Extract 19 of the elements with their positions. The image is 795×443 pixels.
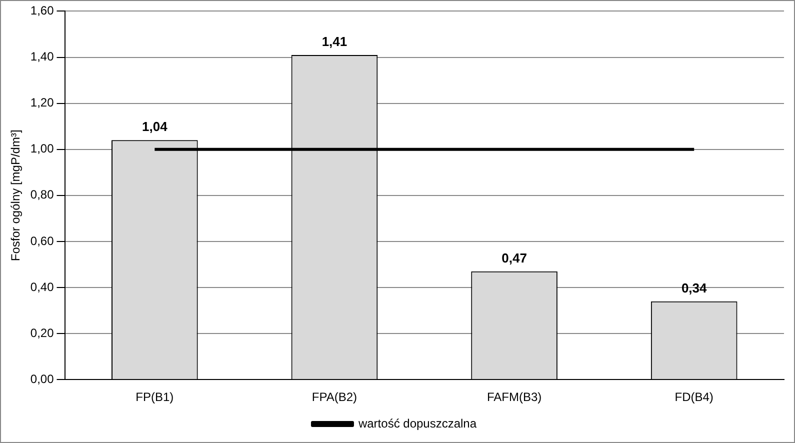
data-label: 1,04 <box>142 119 168 134</box>
data-label: 1,41 <box>322 34 348 50</box>
y-tick-label: 0,40 <box>30 280 54 294</box>
data-label: 0,34 <box>681 280 708 296</box>
legend-label: wartość dopuszczalna <box>357 416 477 430</box>
y-tick-label: 1,60 <box>30 4 54 18</box>
y-tick-label: 0,00 <box>30 372 54 386</box>
y-tick-label: 0,20 <box>30 326 54 340</box>
x-tick-label: FPA(B2) <box>312 390 358 404</box>
x-tick-label: FD(B4) <box>674 390 714 404</box>
y-tick-label: 1,40 <box>30 50 54 64</box>
y-tick-label: 0,60 <box>30 234 54 248</box>
data-label: 0,47 <box>502 250 527 266</box>
y-axis-title: Fosfor ogólny [mgP/dm³] <box>8 130 23 262</box>
y-tick-label: 1,20 <box>30 96 54 110</box>
y-tick-label: 1,00 <box>30 142 54 156</box>
x-tick-label: FAFM(B3) <box>486 390 542 404</box>
y-tick-label: 0,80 <box>30 188 54 202</box>
x-tick-label: FP(B1) <box>136 390 174 404</box>
